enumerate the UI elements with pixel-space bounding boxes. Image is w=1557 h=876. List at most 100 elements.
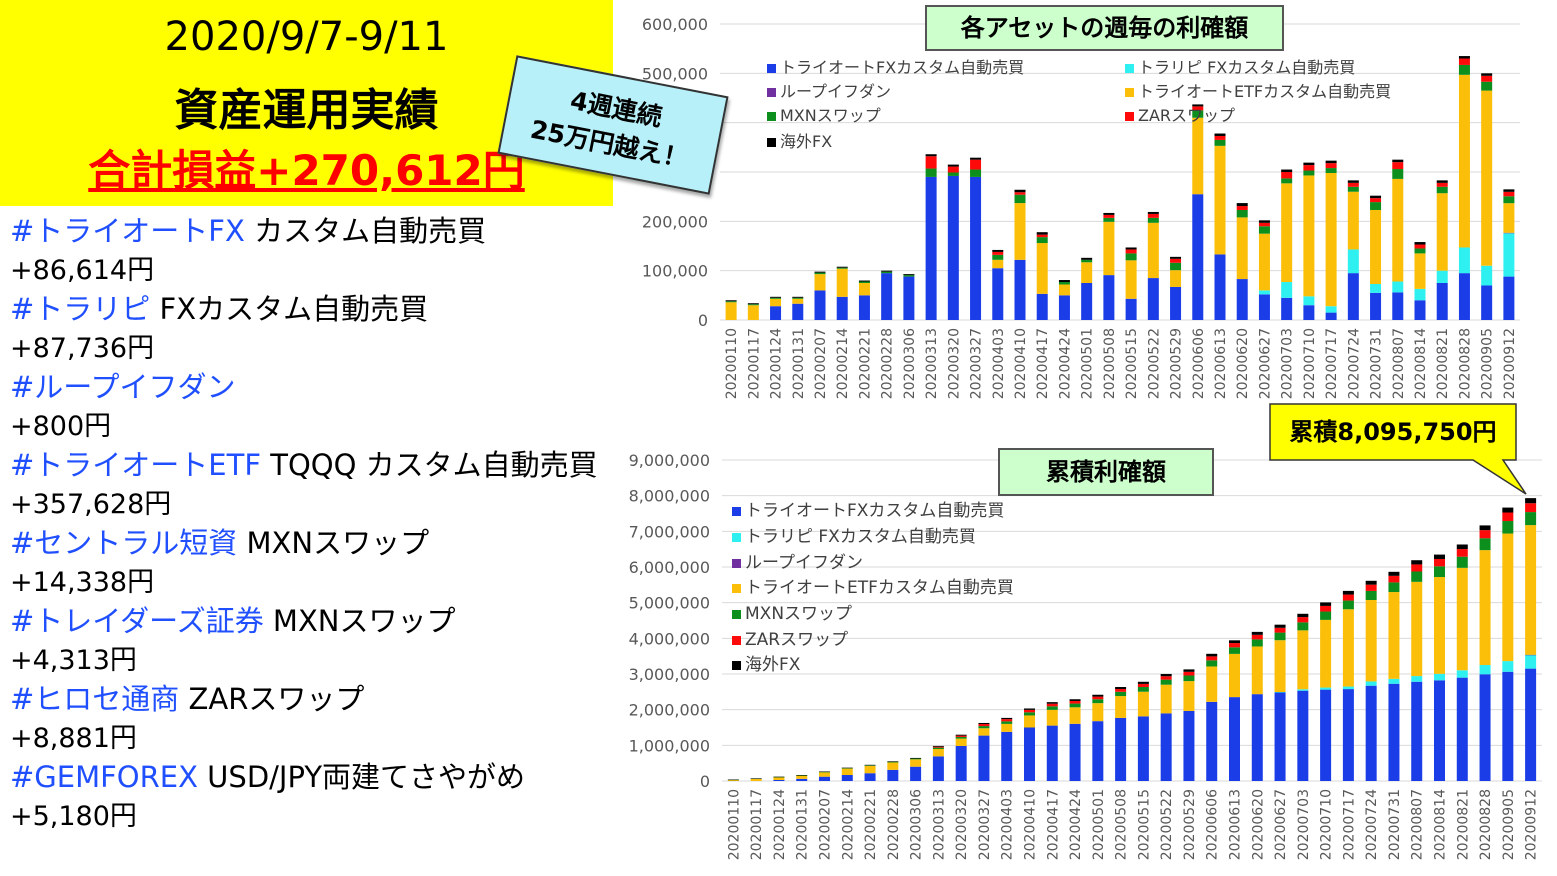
- bar-segment: [1125, 298, 1137, 320]
- x-tick-label: 20200515: [1124, 328, 1140, 399]
- legend-label: MXNスワップ: [745, 604, 852, 624]
- bar-segment: [1147, 222, 1159, 279]
- bar-segment: [1147, 217, 1159, 223]
- bar-segment: [992, 251, 1004, 255]
- legend-label: トライオートETFカスタム自動売買: [745, 578, 1014, 598]
- bar-segment: [887, 769, 899, 781]
- bar-segment: [727, 779, 739, 781]
- y-tick-label: 200,000: [642, 212, 708, 231]
- bar-segment: [1081, 283, 1093, 320]
- bar-segment: [1458, 74, 1470, 248]
- hashtag-link[interactable]: #トライオートETF: [10, 448, 262, 482]
- bar-segment: [1103, 212, 1115, 215]
- bar-segment: [1281, 282, 1293, 298]
- bar-segment: [1001, 719, 1013, 722]
- bar-segment: [792, 296, 804, 298]
- bar-segment: [1274, 640, 1286, 693]
- bar-segment: [1502, 507, 1514, 513]
- bar-segment: [1392, 281, 1404, 293]
- x-tick-label: 20200207: [813, 328, 829, 399]
- bar-segment: [770, 306, 782, 320]
- bar-segment: [1024, 715, 1035, 728]
- bar-segment: [864, 765, 876, 774]
- hashtag-link[interactable]: #セントラル短資: [10, 526, 238, 560]
- legend-marker: [1125, 88, 1134, 97]
- bar-segment: [955, 745, 967, 781]
- bar-segment: [1160, 679, 1172, 685]
- x-tick-label: 20200424: [1068, 789, 1084, 860]
- bar-segment: [1436, 180, 1448, 183]
- bar-segment: [1001, 717, 1013, 720]
- item-description: ZARスワップ: [179, 682, 365, 716]
- bar-segment: [1347, 186, 1359, 192]
- bar-segment: [1458, 247, 1470, 274]
- bar-segment: [1411, 676, 1423, 682]
- bar-segment: [1365, 590, 1377, 600]
- y-tick-label: 8,000,000: [629, 487, 710, 506]
- legend-label: トラリピ FXカスタム自動売買: [745, 527, 976, 547]
- bar-segment: [1370, 209, 1382, 284]
- bar-segment: [1458, 58, 1470, 65]
- x-tick-label: 20200807: [1410, 789, 1426, 860]
- x-tick-label: 20200508: [1114, 789, 1130, 860]
- bar-segment: [970, 169, 982, 177]
- callout-shape: [1269, 403, 1527, 495]
- x-tick-label: 20200228: [880, 328, 896, 399]
- bar-segment: [1297, 689, 1309, 691]
- bar-segment: [1481, 90, 1493, 266]
- bar-segment: [1137, 716, 1149, 781]
- x-tick-label: 20200731: [1369, 328, 1385, 399]
- bar-segment: [1014, 194, 1026, 204]
- bar-segment: [1092, 699, 1104, 704]
- x-tick-label: 20200613: [1228, 789, 1244, 860]
- hashtag-link[interactable]: #ヒロセ通商: [10, 682, 180, 716]
- bar-segment: [1274, 692, 1286, 693]
- item-value: +86,614円: [10, 255, 155, 286]
- bar-segment: [773, 776, 785, 778]
- x-tick-label: 20200807: [1391, 328, 1407, 399]
- hashtag-link[interactable]: #ループイフダン: [10, 370, 236, 404]
- x-tick-label: 20200912: [1502, 328, 1518, 399]
- bar-segment: [1388, 592, 1400, 679]
- bar-segment: [1392, 159, 1404, 163]
- bar-segment: [1325, 312, 1337, 320]
- bar-segment: [725, 302, 737, 320]
- x-tick-label: 20200627: [1273, 789, 1289, 860]
- bar-segment: [814, 271, 826, 273]
- bar-segment: [1046, 709, 1058, 726]
- bar-segment: [1525, 654, 1537, 656]
- bar-segment: [1206, 701, 1218, 781]
- bar-segment: [1525, 525, 1537, 655]
- hashtag-link[interactable]: #トレイダーズ証券: [10, 604, 264, 638]
- bar-segment: [1281, 297, 1293, 320]
- bar-segment: [1115, 689, 1127, 692]
- bar-segment: [1325, 160, 1337, 164]
- bar-segment: [1502, 512, 1514, 522]
- y-tick-label: 6,000,000: [629, 558, 710, 577]
- bar-segment: [1092, 721, 1104, 781]
- bar-segment: [1342, 686, 1354, 690]
- x-tick-label: 20200508: [1102, 328, 1118, 399]
- chart-title-weekly: 各アセットの週毎の利確額: [925, 5, 1284, 51]
- bar-segment: [1388, 678, 1400, 684]
- hashtag-link[interactable]: #GEMFOREX: [10, 760, 198, 794]
- bar-segment: [1411, 564, 1423, 572]
- bar-segment: [1392, 162, 1404, 170]
- bar-segment: [1458, 273, 1470, 320]
- bar-segment: [747, 303, 759, 305]
- item-value: +800円: [10, 411, 112, 442]
- bar-segment: [1069, 723, 1081, 781]
- item-description: FXカスタム自動売買: [150, 292, 429, 326]
- bar-segment: [1092, 694, 1104, 697]
- bar-segment: [1281, 183, 1293, 283]
- list-item: #トレイダーズ証券 MXNスワップ: [10, 602, 610, 641]
- bar-segment: [1092, 696, 1104, 700]
- hashtag-link[interactable]: #トライオートFX: [10, 214, 245, 248]
- bar-segment: [1456, 670, 1468, 678]
- hashtag-link[interactable]: #トラリピ: [10, 292, 151, 326]
- bar-segment: [1297, 622, 1309, 631]
- x-tick-label: 20200620: [1250, 789, 1266, 860]
- bar-segment: [1274, 692, 1286, 781]
- legend-label: トライオートFXカスタム自動売買: [745, 501, 1004, 521]
- bar-segment: [1388, 571, 1400, 576]
